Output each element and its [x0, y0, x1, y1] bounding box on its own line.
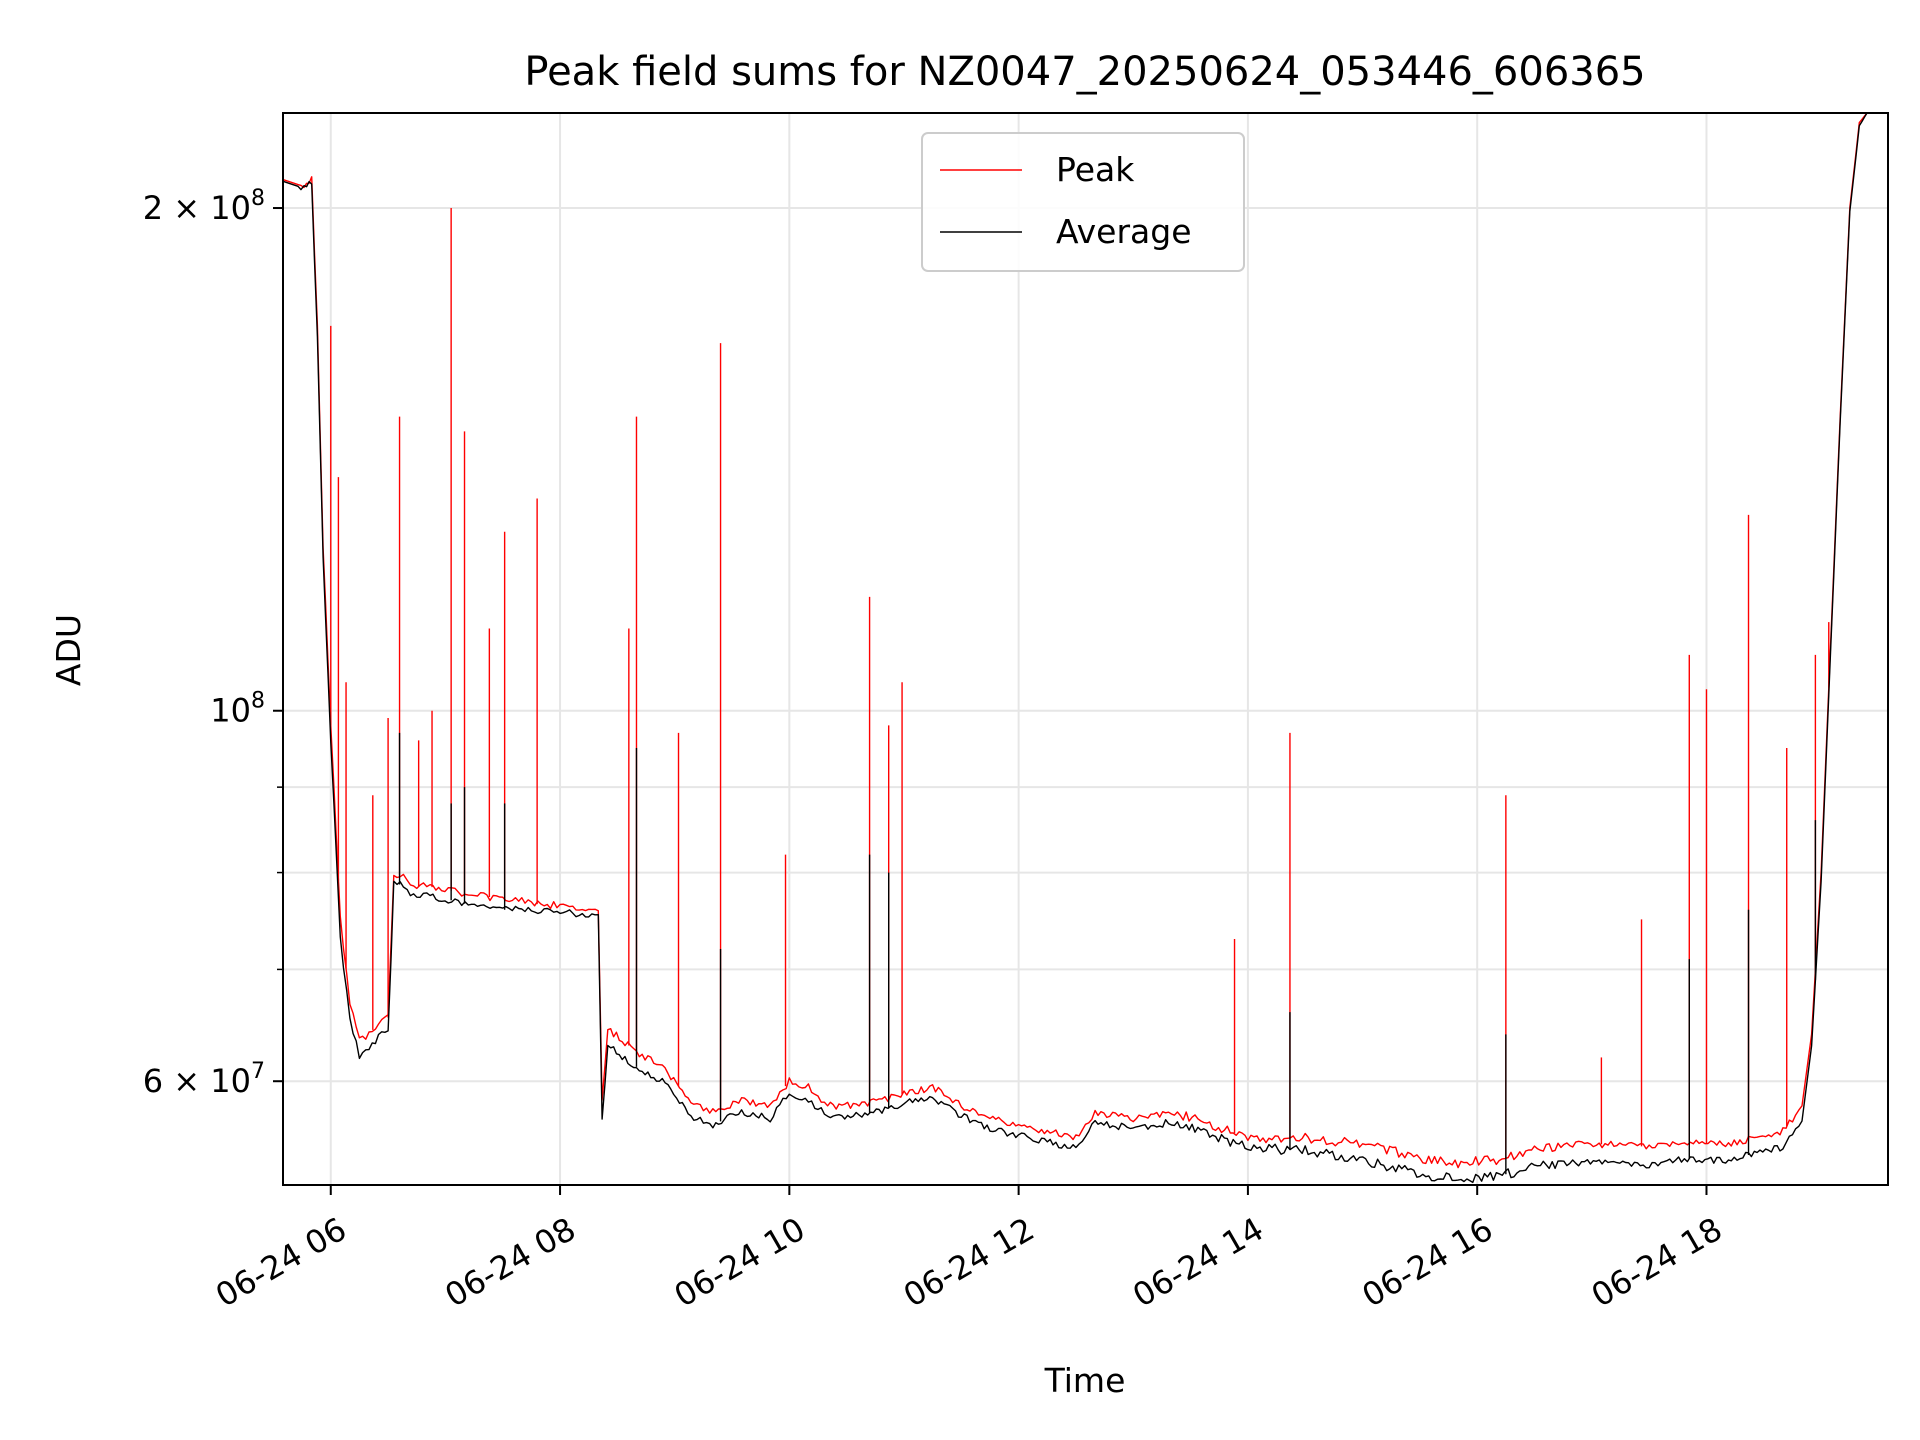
y-axis-title: ADU	[49, 614, 88, 686]
chart-title: Peak field sums for NZ0047_20250624_0534…	[524, 49, 1645, 95]
series-line-average	[283, 113, 1875, 1184]
legend: Peak Average	[921, 132, 1245, 272]
legend-label-peak: Peak	[1056, 150, 1135, 189]
y-axis: 6 × 107 108 2 × 108	[143, 186, 283, 1100]
legend-box	[921, 132, 1245, 272]
y-tick-label: 6 × 107	[143, 1059, 265, 1100]
series-line-peak	[283, 113, 1875, 1169]
plot-area	[283, 113, 1875, 1184]
series-peak	[283, 113, 1875, 1169]
legend-label-average: Average	[1056, 212, 1192, 251]
y-tick-label: 2 × 108	[143, 186, 265, 227]
plot-frame	[282, 112, 1889, 1186]
x-axis-title: Time	[1044, 1361, 1126, 1400]
y-tick-label: 108	[210, 689, 265, 730]
series-average	[283, 113, 1875, 1184]
